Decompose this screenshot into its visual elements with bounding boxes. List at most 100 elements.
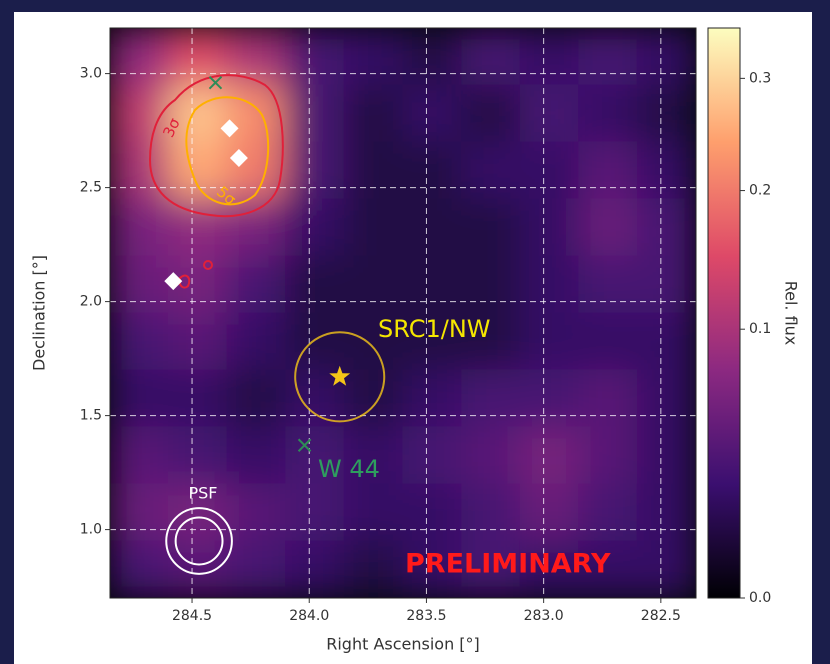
flux-cell bbox=[227, 199, 287, 257]
flux-cell bbox=[637, 142, 697, 200]
colorbar-tick-label: 0.0 bbox=[749, 590, 771, 606]
flux-cell bbox=[461, 142, 521, 200]
flux-cell bbox=[168, 427, 228, 485]
flux-cell bbox=[285, 199, 345, 257]
x-tick-label: 283.5 bbox=[406, 608, 446, 624]
flux-cell bbox=[110, 427, 170, 485]
flux-cell bbox=[520, 484, 580, 542]
flux-cell bbox=[285, 142, 345, 200]
source-label: SRC1/NW bbox=[378, 315, 491, 343]
y-axis-label: Declination [°] bbox=[30, 255, 49, 371]
flux-cell bbox=[403, 427, 463, 485]
flux-cell bbox=[520, 142, 580, 200]
flux-cell bbox=[578, 142, 638, 200]
flux-cell bbox=[578, 484, 638, 542]
flux-cell bbox=[227, 427, 287, 485]
flux-cell bbox=[344, 199, 404, 257]
flux-cell bbox=[461, 370, 521, 428]
flux-cell bbox=[110, 541, 170, 599]
flux-cell bbox=[403, 199, 463, 257]
flux-cell bbox=[344, 541, 404, 599]
flux-cell bbox=[285, 256, 345, 314]
flux-cell bbox=[637, 370, 697, 428]
flux-cell bbox=[578, 427, 638, 485]
colorbar-tick-label: 0.1 bbox=[749, 321, 771, 337]
flux-cell bbox=[168, 313, 228, 371]
flux-cell bbox=[110, 28, 170, 86]
flux-cell bbox=[285, 484, 345, 542]
flux-cell bbox=[344, 85, 404, 143]
flux-cell bbox=[461, 256, 521, 314]
flux-cell bbox=[461, 199, 521, 257]
colorbar bbox=[708, 28, 740, 598]
flux-cell bbox=[110, 199, 170, 257]
chart: 284.5284.0283.5283.0282.51.01.52.02.53.0… bbox=[0, 0, 830, 664]
flux-cell bbox=[637, 541, 697, 599]
flux-cell bbox=[520, 370, 580, 428]
flux-cell bbox=[520, 199, 580, 257]
preliminary-label: PRELIMINARY bbox=[405, 549, 611, 580]
flux-cell bbox=[227, 541, 287, 599]
psf-label: PSF bbox=[188, 484, 217, 503]
flux-cell bbox=[578, 199, 638, 257]
colorbar-label: Rel. flux bbox=[782, 281, 801, 346]
flux-cell bbox=[227, 313, 287, 371]
flux-cell bbox=[110, 313, 170, 371]
flux-cell bbox=[461, 484, 521, 542]
flux-cell bbox=[403, 256, 463, 314]
flux-cell bbox=[403, 370, 463, 428]
flux-cell bbox=[520, 313, 580, 371]
flux-cell bbox=[461, 85, 521, 143]
y-tick-label: 2.0 bbox=[80, 294, 102, 310]
flux-cell bbox=[110, 484, 170, 542]
flux-cell bbox=[520, 28, 580, 86]
flux-cell bbox=[168, 28, 228, 86]
flux-cell bbox=[285, 541, 345, 599]
x-tick-label: 284.0 bbox=[289, 608, 329, 624]
flux-cell bbox=[344, 256, 404, 314]
y-tick-label: 1.0 bbox=[80, 522, 102, 538]
flux-cell bbox=[461, 28, 521, 86]
flux-cell bbox=[403, 142, 463, 200]
flux-cell bbox=[520, 427, 580, 485]
flux-cell bbox=[578, 313, 638, 371]
flux-cell bbox=[637, 28, 697, 86]
source-label: W 44 bbox=[318, 455, 380, 483]
flux-cell bbox=[637, 484, 697, 542]
x-tick-label: 282.5 bbox=[641, 608, 681, 624]
flux-cell bbox=[403, 85, 463, 143]
flux-cell bbox=[520, 85, 580, 143]
flux-cell bbox=[227, 256, 287, 314]
colorbar-tick-label: 0.3 bbox=[749, 70, 771, 86]
y-tick-label: 3.0 bbox=[80, 66, 102, 82]
flux-cell bbox=[461, 427, 521, 485]
x-tick-label: 283.0 bbox=[524, 608, 564, 624]
flux-cell bbox=[110, 370, 170, 428]
flux-cell bbox=[227, 28, 287, 86]
flux-cell bbox=[637, 199, 697, 257]
flux-cell bbox=[637, 85, 697, 143]
flux-cell bbox=[344, 484, 404, 542]
flux-cell bbox=[520, 256, 580, 314]
flux-cell bbox=[578, 370, 638, 428]
y-tick-label: 2.5 bbox=[80, 180, 102, 196]
flux-cell bbox=[637, 256, 697, 314]
flux-cell bbox=[285, 313, 345, 371]
flux-cell bbox=[227, 85, 287, 143]
flux-cell bbox=[403, 28, 463, 86]
flux-cell bbox=[403, 484, 463, 542]
flux-cell bbox=[227, 370, 287, 428]
x-axis-label: Right Ascension [°] bbox=[326, 635, 480, 654]
colorbar-tick-label: 0.2 bbox=[749, 183, 771, 199]
flux-cell bbox=[344, 28, 404, 86]
flux-cell bbox=[578, 256, 638, 314]
flux-cell bbox=[578, 85, 638, 143]
flux-cell bbox=[285, 85, 345, 143]
flux-cell bbox=[168, 370, 228, 428]
flux-cell bbox=[344, 142, 404, 200]
flux-cell bbox=[227, 484, 287, 542]
flux-cell bbox=[110, 256, 170, 314]
flux-cell bbox=[578, 28, 638, 86]
flux-cell bbox=[637, 313, 697, 371]
y-tick-label: 1.5 bbox=[80, 408, 102, 424]
